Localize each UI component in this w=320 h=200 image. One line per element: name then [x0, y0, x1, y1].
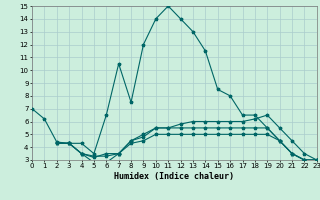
X-axis label: Humidex (Indice chaleur): Humidex (Indice chaleur) — [115, 172, 234, 181]
